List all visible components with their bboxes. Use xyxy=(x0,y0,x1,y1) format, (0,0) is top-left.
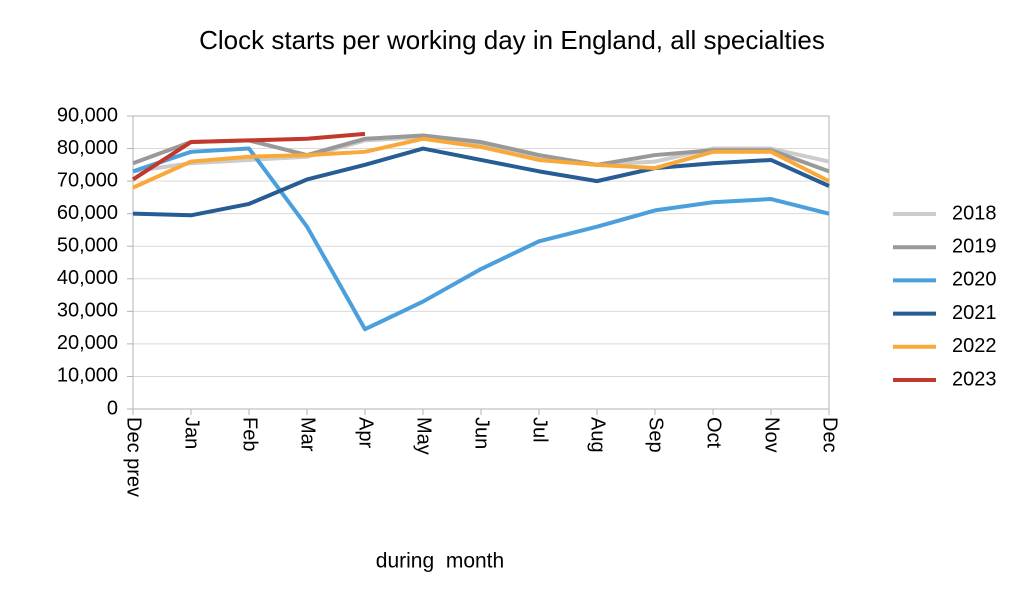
x-tick-label: Apr xyxy=(355,417,377,448)
x-tick-label: Dec prev xyxy=(123,417,145,497)
y-tick-label: 70,000 xyxy=(57,169,118,191)
chart-title: Clock starts per working day in England,… xyxy=(199,25,825,55)
x-tick-label: May xyxy=(413,417,435,455)
y-tick-label: 0 xyxy=(107,397,118,419)
x-tick-label: Nov xyxy=(761,417,783,453)
legend-label: 2023 xyxy=(952,368,997,390)
x-tick-label: Mar xyxy=(297,417,319,452)
y-tick-label: 20,000 xyxy=(57,332,118,354)
series-line xyxy=(131,131,366,182)
legend-label: 2019 xyxy=(952,235,997,257)
y-tick-label: 50,000 xyxy=(57,235,118,257)
series-line xyxy=(132,136,830,190)
y-tick-label: 60,000 xyxy=(57,202,118,224)
x-tick-label: Oct xyxy=(703,417,725,449)
x-axis-label: during month xyxy=(376,550,504,573)
x-tick-label: Jul xyxy=(529,417,551,443)
y-tick-label: 30,000 xyxy=(57,300,118,322)
x-tick-label: Aug xyxy=(587,417,609,453)
y-tick-label: 90,000 xyxy=(57,104,118,126)
x-tick-label: Sep xyxy=(645,417,667,453)
series-line xyxy=(132,146,830,332)
legend-label: 2022 xyxy=(952,335,997,357)
x-tick-label: Feb xyxy=(239,417,261,451)
x-tick-label: Jun xyxy=(471,417,493,449)
legend-label: 2021 xyxy=(952,302,997,324)
y-tick-label: 40,000 xyxy=(57,267,118,289)
x-tick-label: Jan xyxy=(181,417,203,449)
x-tick-label: Dec xyxy=(819,417,841,453)
legend-label: 2018 xyxy=(952,202,997,224)
y-tick-label: 10,000 xyxy=(57,365,118,387)
y-tick-label: 80,000 xyxy=(57,137,118,159)
series-line xyxy=(132,146,830,218)
legend-label: 2020 xyxy=(952,269,997,291)
